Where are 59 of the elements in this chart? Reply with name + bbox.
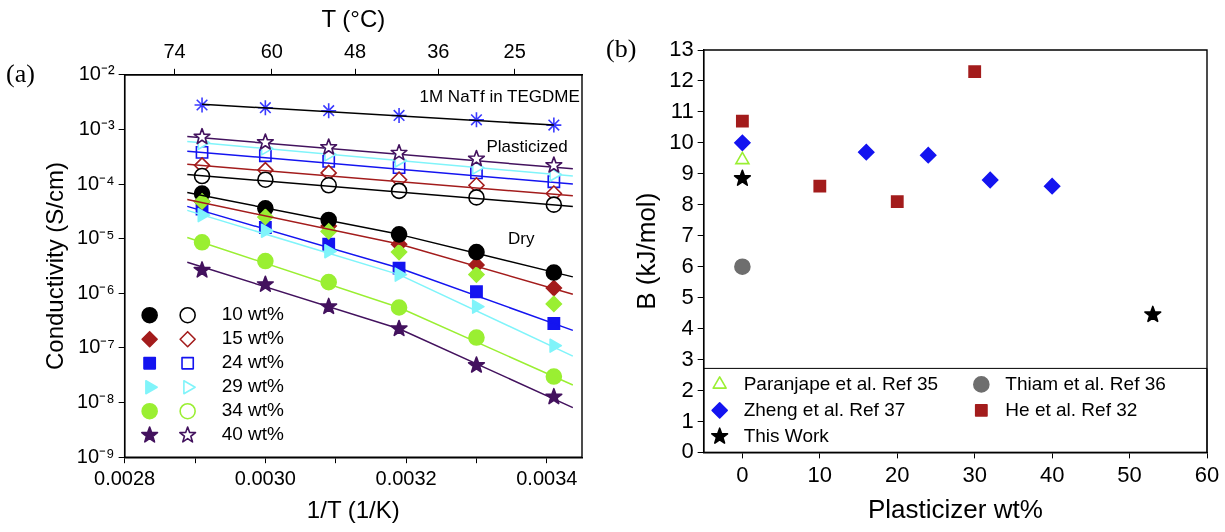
x-tick-label: 60 [1194, 461, 1220, 487]
x-axis-title: 1/T (1/K) [306, 496, 400, 524]
y-tick-label: 10 [669, 128, 694, 154]
annotation: Dry [507, 228, 535, 248]
y-tick-label: 6 [681, 252, 694, 278]
y-tick-label: 4 [681, 314, 694, 340]
x-tick-label: 40 [1039, 461, 1065, 487]
legend-label: 29 wt% [221, 375, 285, 397]
x-tick-label: 20 [885, 461, 910, 487]
x-tick-label: 0.0034 [516, 466, 578, 489]
y-tick-label: 2 [681, 376, 694, 402]
text: (b) [606, 33, 637, 63]
x-tick-label: 50 [1117, 461, 1142, 487]
legend-label: 15 wt% [221, 327, 285, 349]
y-tick-label: 12 [669, 67, 694, 93]
y-tick-label: 1 [681, 407, 694, 433]
y-tick-label: 10⁻⁷ [78, 335, 115, 358]
y-tick-label: 10⁻³ [78, 116, 115, 139]
y-tick-label: 0 [681, 438, 694, 464]
annotation: 1M NaTf in TEGDME [419, 86, 580, 106]
x-tick-label: 0.0032 [375, 466, 437, 489]
y-axis-title: Conductivity (S/cm) [41, 161, 69, 371]
y-tick-label: 13 [669, 36, 694, 62]
y-tick-label: 7 [681, 221, 694, 247]
y-tick-label: 10⁻⁶ [77, 280, 115, 303]
legend-label: Paranjape et al. Ref 35 [743, 372, 939, 394]
legend-label: He et al. Ref 32 [1005, 398, 1138, 420]
x-axis-title: Plasticizer wt% [867, 493, 1043, 524]
x2-axis-title: T (°C) [321, 5, 386, 33]
legend-label: 10 wt% [221, 303, 285, 325]
x2-tick-label: 48 [343, 40, 367, 63]
y-tick-label: 10⁻⁸ [76, 390, 115, 413]
legend-label: Thiam et al. Ref 36 [1005, 372, 1166, 394]
x2-tick-label: 25 [503, 40, 526, 63]
legend-label: This Work [743, 424, 830, 446]
x-tick-label: 0.0028 [94, 466, 156, 489]
y-tick-label: 10⁻² [78, 62, 115, 85]
y-tick-label: 9 [681, 159, 694, 185]
y-tick-label: 10⁻⁹ [76, 444, 115, 467]
x-tick-label: 0 [736, 461, 749, 487]
x2-tick-label: 60 [260, 40, 283, 63]
x-tick-label: 30 [962, 461, 987, 487]
x-tick-label: 10 [807, 461, 833, 487]
legend-label: 24 wt% [221, 351, 285, 373]
y-tick-label: 5 [681, 283, 694, 309]
y-tick-label: 10⁻⁴ [76, 171, 115, 194]
y-axis-title: B (kJ/mol) [630, 192, 661, 310]
y-tick-label: 11 [670, 97, 694, 123]
text: (a) [6, 58, 35, 88]
legend-label: 40 wt% [221, 423, 285, 445]
y-tick-label: 3 [681, 345, 694, 371]
y-tick-label: 8 [681, 190, 694, 216]
annotation: Plasticized [486, 137, 568, 157]
y-tick-label: 10⁻⁵ [77, 226, 115, 249]
x-tick-label: 0.0030 [234, 466, 296, 489]
legend-label: Zheng et al. Ref 37 [743, 398, 906, 420]
x2-tick-label: 36 [427, 40, 450, 63]
legend-label: 34 wt% [221, 399, 285, 421]
x2-tick-label: 74 [163, 40, 186, 63]
